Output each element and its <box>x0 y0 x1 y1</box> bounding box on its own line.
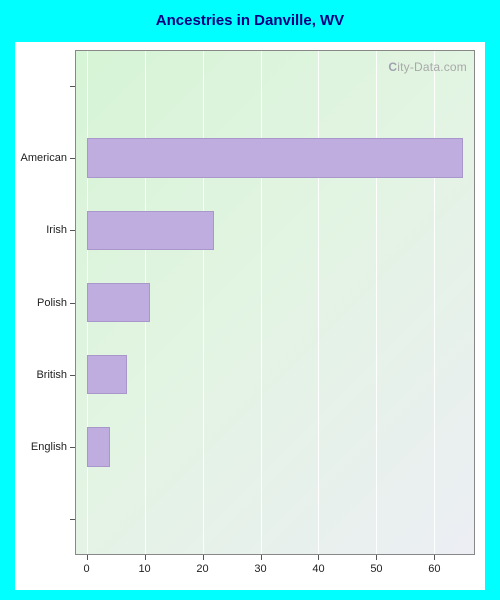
x-tick-label: 60 <box>428 563 440 575</box>
chart-title: Ancestries in Danville, WV <box>0 0 500 42</box>
x-axis-line <box>75 554 475 555</box>
x-tick <box>87 555 88 560</box>
gridline <box>203 50 204 555</box>
y-tick-label: American <box>15 152 67 164</box>
y-axis-line <box>75 50 76 555</box>
y-tick-label: Irish <box>15 224 67 236</box>
gridline <box>318 50 319 555</box>
y-tick <box>70 86 75 87</box>
watermark: City-Data.com <box>388 60 467 74</box>
gridline <box>261 50 262 555</box>
y-tick <box>70 158 75 159</box>
axis-top-line <box>75 50 475 51</box>
bar <box>87 427 110 467</box>
bar <box>87 283 151 323</box>
x-tick <box>434 555 435 560</box>
x-tick <box>376 555 377 560</box>
y-tick <box>70 375 75 376</box>
x-tick-label: 0 <box>84 563 90 575</box>
bar <box>87 138 464 178</box>
chart-panel: American Irish Polish British English 0 10 20 3… <box>15 42 485 590</box>
x-tick-label: 40 <box>312 563 324 575</box>
x-tick <box>203 555 204 560</box>
x-tick-label: 50 <box>370 563 382 575</box>
x-tick-label: 30 <box>254 563 266 575</box>
y-tick-label: English <box>15 441 67 453</box>
y-tick <box>70 230 75 231</box>
y-tick-label: British <box>15 369 67 381</box>
bar <box>87 355 128 395</box>
x-tick <box>145 555 146 560</box>
y-tick <box>70 303 75 304</box>
bar <box>87 211 215 251</box>
y-tick-label: Polish <box>15 297 67 309</box>
y-tick <box>70 447 75 448</box>
x-tick-label: 10 <box>138 563 150 575</box>
gridline <box>376 50 377 555</box>
y-tick <box>70 519 75 520</box>
x-tick-label: 20 <box>196 563 208 575</box>
x-tick <box>318 555 319 560</box>
axis-right-line <box>474 50 475 555</box>
plot-area <box>75 50 475 555</box>
gridline <box>434 50 435 555</box>
x-tick <box>261 555 262 560</box>
